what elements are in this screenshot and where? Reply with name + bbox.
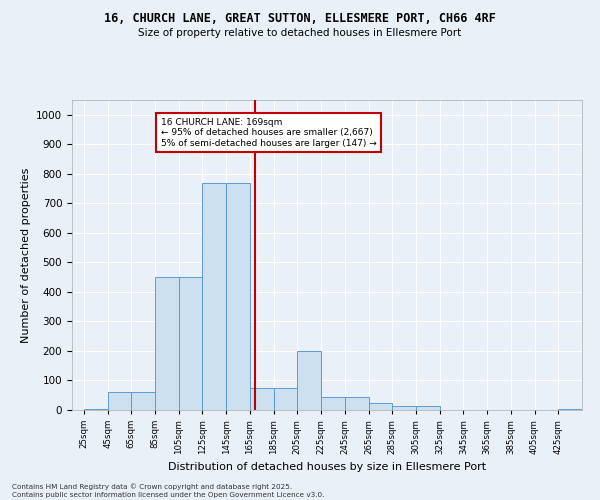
Bar [392,406,416,410]
Bar [298,351,321,410]
Bar [226,182,250,410]
X-axis label: Distribution of detached houses by size in Ellesmere Port: Distribution of detached houses by size … [168,462,486,472]
Text: Size of property relative to detached houses in Ellesmere Port: Size of property relative to detached ho… [139,28,461,38]
Bar [131,392,155,410]
Bar [179,277,202,410]
Bar [202,182,226,410]
Bar [416,406,440,410]
Bar [321,396,345,410]
Text: 16 CHURCH LANE: 169sqm
← 95% of detached houses are smaller (2,667)
5% of semi-d: 16 CHURCH LANE: 169sqm ← 95% of detached… [161,118,377,148]
Bar [155,277,179,410]
Bar [558,408,582,410]
Bar [368,402,392,410]
Bar [345,396,368,410]
Bar [250,388,274,410]
Bar [84,408,107,410]
Bar [274,388,298,410]
Text: Contains HM Land Registry data © Crown copyright and database right 2025.
Contai: Contains HM Land Registry data © Crown c… [12,484,325,498]
Y-axis label: Number of detached properties: Number of detached properties [20,168,31,342]
Bar [107,392,131,410]
Text: 16, CHURCH LANE, GREAT SUTTON, ELLESMERE PORT, CH66 4RF: 16, CHURCH LANE, GREAT SUTTON, ELLESMERE… [104,12,496,26]
